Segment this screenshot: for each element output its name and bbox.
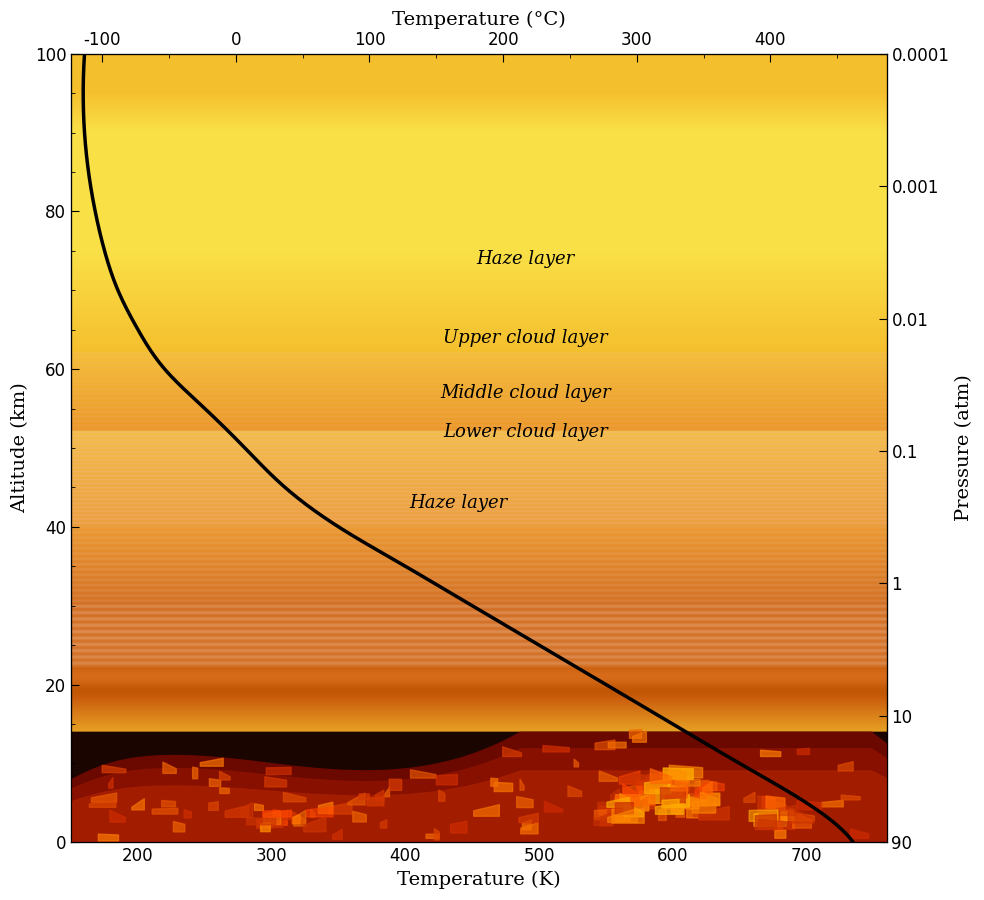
X-axis label: Temperature (K): Temperature (K)	[398, 870, 561, 889]
Text: Lower cloud layer: Lower cloud layer	[443, 423, 608, 441]
Text: Middle cloud layer: Middle cloud layer	[440, 383, 611, 401]
X-axis label: Temperature (°C): Temperature (°C)	[392, 11, 566, 30]
Text: Upper cloud layer: Upper cloud layer	[444, 328, 608, 346]
Y-axis label: Pressure (atm): Pressure (atm)	[954, 374, 973, 521]
Text: Haze layer: Haze layer	[409, 494, 508, 512]
Text: Haze layer: Haze layer	[476, 250, 575, 268]
Y-axis label: Altitude (km): Altitude (km)	[11, 382, 30, 513]
